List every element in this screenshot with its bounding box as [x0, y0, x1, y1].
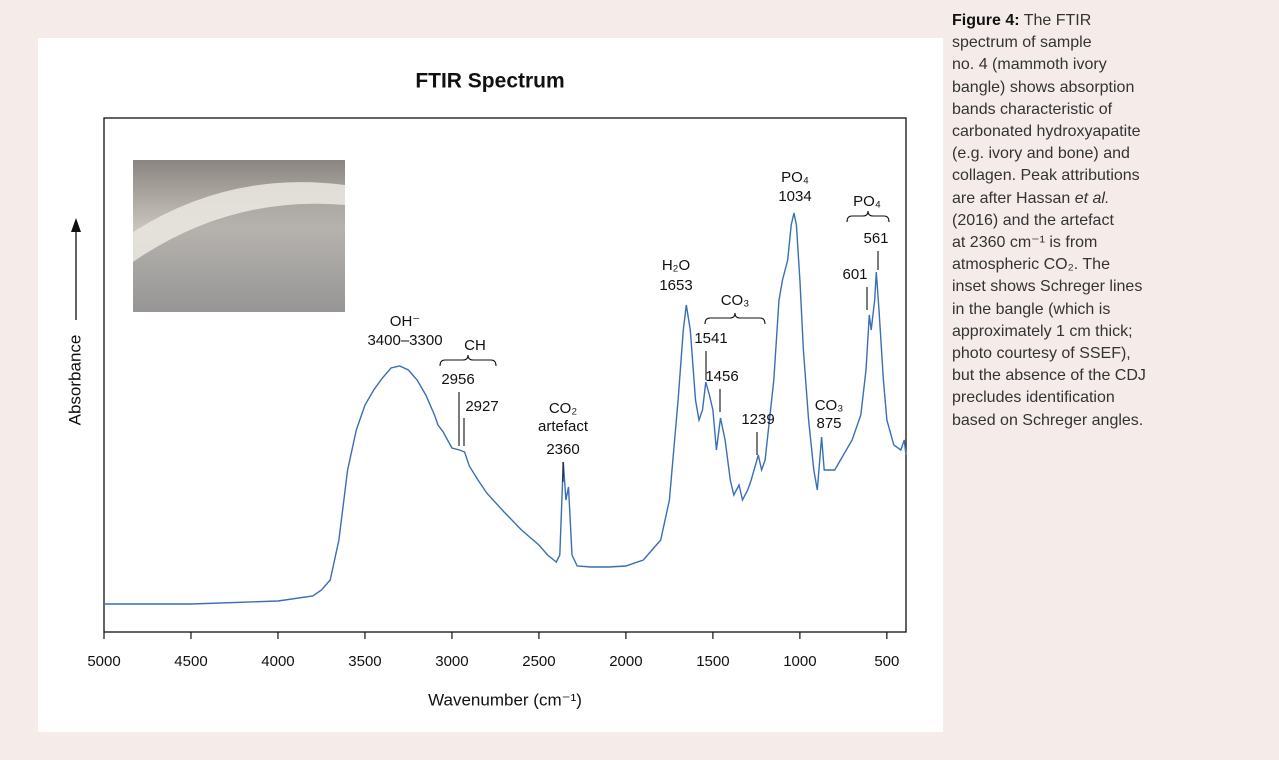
caption-text: in the bangle (which is — [952, 300, 1111, 318]
annotation: 1239 — [741, 411, 774, 428]
caption-text: approximately 1 cm thick; — [952, 322, 1133, 340]
annotation: H₂O — [662, 257, 690, 274]
annotation: 2360 — [546, 441, 579, 458]
caption-text: The FTIR — [1023, 12, 1092, 29]
caption-line: bangle) shows absorption — [952, 77, 1272, 99]
inset-photo — [133, 160, 345, 312]
caption-line: atmospheric CO₂. The — [952, 254, 1272, 276]
caption-line: (2016) and the artefact — [952, 210, 1272, 232]
annotation: 1541 — [694, 330, 727, 347]
annotation: 1456 — [705, 368, 738, 385]
caption-text: atmospheric CO₂. The — [952, 256, 1110, 274]
annotation: 1653 — [659, 277, 692, 294]
x-tick-label: 4500 — [174, 653, 207, 670]
annotation: 2956 — [441, 371, 474, 388]
caption-text: (2016) and the artefact — [952, 211, 1114, 229]
annotation: 2927 — [465, 398, 498, 415]
caption-text: spectrum of sample — [952, 34, 1092, 52]
caption-text: collagen. Peak attributions — [952, 167, 1140, 185]
caption-line: at 2360 cm⁻¹ is from — [952, 232, 1272, 254]
caption-text: (e.g. ivory and bone) and — [952, 145, 1130, 163]
chart-panel — [38, 38, 943, 732]
caption-text: inset shows Schreger lines — [952, 278, 1143, 296]
annotation: CH — [464, 337, 486, 354]
x-tick-label: 1000 — [783, 653, 816, 670]
caption-text: at 2360 cm⁻¹ is from — [952, 234, 1098, 252]
annotation: 1034 — [778, 188, 811, 205]
annotation: 875 — [816, 415, 841, 432]
bracket — [846, 210, 890, 223]
caption-text: carbonated hydroxyapatite — [952, 123, 1141, 141]
x-tick-label: 2000 — [609, 653, 642, 670]
caption-line: in the bangle (which is — [952, 299, 1272, 321]
bracket — [704, 312, 766, 325]
caption-line: but the absence of the CDJ — [952, 365, 1272, 387]
annotation: CO₃ — [815, 397, 844, 414]
spectrum-line — [104, 212, 907, 605]
x-tick-label: 3000 — [435, 653, 468, 670]
caption-line: Figure 4: The FTIR — [952, 10, 1272, 32]
annotation: CO₃ — [721, 292, 750, 309]
caption-line: precludes identification — [952, 387, 1272, 409]
x-tick-label: 4000 — [261, 653, 294, 670]
bracket — [439, 354, 497, 367]
caption-text: but the absence of the CDJ — [952, 367, 1146, 385]
caption-line: (e.g. ivory and bone) and — [952, 143, 1272, 165]
caption-text: bands characteristic of — [952, 100, 1113, 118]
caption-line: spectrum of sample — [952, 32, 1272, 54]
chart: FTIR Spectrum Wavenumber (cm⁻¹) Absorban… — [65, 70, 907, 709]
caption-line: approximately 1 cm thick; — [952, 321, 1272, 343]
caption-text: based on Schreger angles. — [952, 411, 1144, 429]
x-tick-label: 5000 — [87, 653, 120, 670]
caption-text: are after Hassan — [952, 189, 1071, 207]
caption-text: photo courtesy of SSEF), — [952, 345, 1131, 363]
caption-text: no. 4 (mammoth ivory — [952, 56, 1107, 74]
caption-line: carbonated hydroxyapatite — [952, 121, 1272, 143]
annotation: OH⁻ — [390, 313, 420, 330]
x-tick-label: 1500 — [696, 653, 729, 670]
y-axis-label: Absorbance — [65, 335, 84, 426]
caption-line: no. 4 (mammoth ivory — [952, 54, 1272, 76]
annotation: PO₄ — [781, 169, 809, 186]
caption: Figure 4: The FTIR spectrum of sample no. … — [952, 10, 1272, 432]
y-arrow — [71, 218, 81, 320]
caption-line: photo courtesy of SSEF), — [952, 343, 1272, 365]
x-tick-label: 3500 — [348, 653, 381, 670]
plot-frame — [103, 117, 907, 633]
x-axis-label: Wavenumber (cm⁻¹) — [428, 690, 582, 709]
caption-text: precludes identification — [952, 389, 1115, 407]
caption-line: collagen. Peak attributions — [952, 165, 1272, 187]
caption-label: Figure 4: — [952, 12, 1020, 29]
annotation: 561 — [863, 230, 888, 247]
x-tick-label: 500 — [874, 653, 899, 670]
annotation: CO₂ — [549, 400, 578, 417]
caption-text: et al. — [1074, 189, 1110, 207]
annotation: 601 — [842, 266, 867, 283]
x-tick-label: 2500 — [522, 653, 555, 670]
caption-line: based on Schreger angles. — [952, 410, 1272, 432]
caption-text: bangle) shows absorption — [952, 78, 1135, 96]
chart-title: FTIR Spectrum — [415, 70, 564, 93]
caption-line: are after Hassan et al. — [952, 188, 1272, 210]
annotation: PO₄ — [853, 193, 881, 210]
annotation: 3400–3300 — [367, 332, 442, 349]
caption-line: inset shows Schreger lines — [952, 276, 1272, 298]
caption-line: bands characteristic of — [952, 99, 1272, 121]
annotation: artefact — [538, 418, 589, 435]
